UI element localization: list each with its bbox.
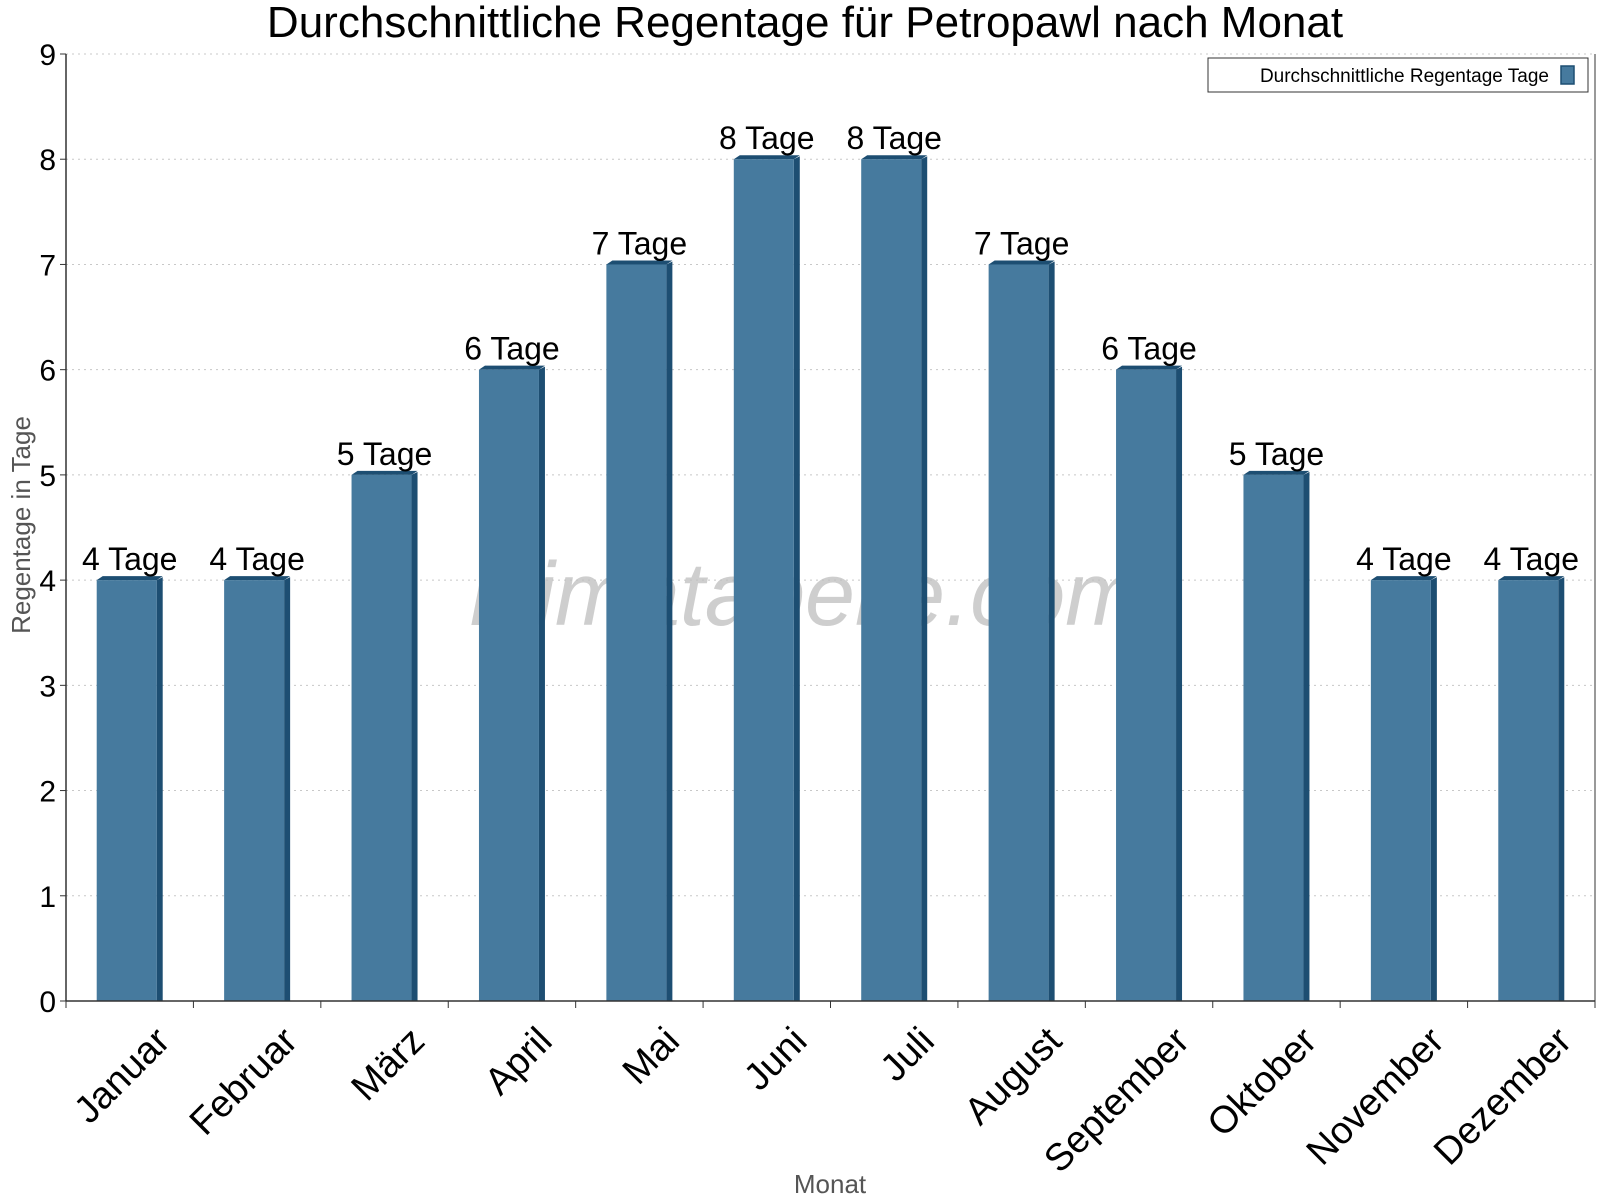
bar-top [351,470,418,475]
x-tick-label: Juni [736,1020,815,1099]
x-axis-title: Monat [794,1169,867,1199]
legend-swatch [1560,65,1575,85]
bar-top [606,260,673,265]
x-tick-label: Januar [66,1020,178,1132]
bar-side [1048,261,1055,1001]
bar-side [1430,577,1437,1001]
data-label: 5 Tage [337,436,433,472]
x-tick-label: August [957,1020,1071,1134]
bar-top [96,576,163,581]
y-tick-label: 2 [39,776,56,809]
bar [861,159,922,1001]
data-label: 7 Tage [974,225,1070,261]
legend-box [1207,57,1589,93]
y-tick-label: 3 [39,670,56,703]
bar [478,369,539,1002]
bar-top [988,260,1055,265]
bars [96,155,1565,1002]
data-label: 6 Tage [464,331,560,367]
bar [96,580,157,1001]
data-labels: 4 Tage 4 Tage 5 Tage 6 Tage 7 Tage 8 Tage 8 Ta… [82,120,1579,577]
y-tick-label: 0 [39,986,56,1019]
data-label: 6 Tage [1101,331,1197,367]
data-label: 8 Tage [719,120,815,156]
x-tick-label: Oktober [1200,1020,1326,1146]
data-label: 4 Tage [1484,541,1580,577]
bar-side [793,156,800,1001]
x-tick-label: November [1299,1020,1453,1174]
bar [1116,369,1177,1002]
bar-top [733,155,800,160]
y-tick-label: 7 [39,249,56,282]
bar-top [1498,576,1565,581]
y-tick-label: 6 [39,355,56,388]
y-tick-label: 1 [39,881,56,914]
bar [351,474,412,1001]
bar [733,159,794,1001]
data-label: 8 Tage [846,120,942,156]
bar-top [1370,576,1437,581]
x-tick-label: Dezember [1426,1020,1580,1174]
y-tick-label: 9 [39,39,56,72]
chart-title: Durchschnittliche Regentage für Petropaw… [267,0,1343,47]
bar [988,264,1049,1001]
bar [1243,474,1304,1001]
data-label: 4 Tage [209,541,305,577]
legend: Durchschnittliche Regentage Tage [1207,57,1589,93]
bar-top [224,576,291,581]
bar-side [284,577,291,1001]
x-tick-label: Juli [873,1020,943,1090]
bar-side [921,156,928,1001]
bar-side [411,471,418,1001]
bar [224,580,285,1001]
y-tick-label: 8 [39,144,56,177]
x-tick-label: März [344,1020,433,1109]
bar-side [156,577,163,1001]
bar [606,264,667,1001]
legend-label: Durchschnittliche Regentage Tage [1260,66,1549,87]
x-tick-label: Mai [615,1020,688,1093]
bar-side [1558,577,1565,1001]
bar-top [1116,365,1183,370]
data-label: 5 Tage [1229,436,1325,472]
bar [1370,580,1431,1001]
y-tick-label: 4 [39,565,56,598]
bar [1498,580,1559,1001]
bar-top [478,365,545,370]
gridlines [66,53,1595,897]
bar-side [538,366,545,1002]
x-tick-label: April [477,1020,560,1103]
data-label: 7 Tage [592,225,688,261]
bar-top [861,155,928,160]
bar-side [1176,366,1183,1002]
data-label: 4 Tage [82,541,178,577]
x-tick-label: Februar [182,1020,306,1144]
y-tick-label: 5 [39,460,56,493]
bar-side [666,261,673,1001]
bar-side [1303,471,1310,1001]
data-label: 4 Tage [1356,541,1452,577]
bar-top [1243,470,1310,475]
y-axis-title: Regentage in Tage [6,416,36,634]
